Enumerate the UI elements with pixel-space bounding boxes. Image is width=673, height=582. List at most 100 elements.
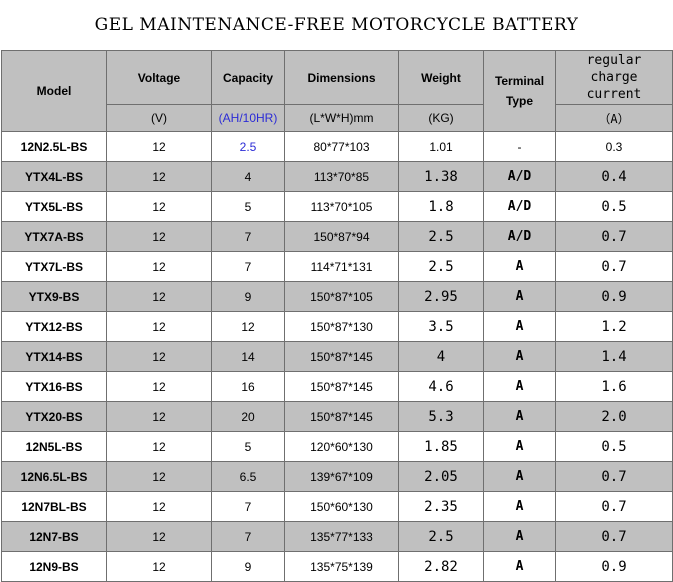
cell-voltage: 12 [106, 221, 212, 252]
unit-charge: （A） [555, 104, 673, 132]
header-charge-line3: current [586, 87, 642, 102]
cell-capacity: 12 [211, 311, 285, 342]
cell-capacity: 20 [211, 401, 285, 432]
cell-model: 12N9-BS [1, 551, 107, 582]
cell-terminal: - [483, 131, 556, 162]
cell-terminal: A/D [483, 191, 556, 222]
cell-charge: 0.7 [555, 461, 673, 492]
cell-charge: 2.0 [555, 401, 673, 432]
cell-capacity: 7 [211, 521, 285, 552]
unit-weight: (KG) [398, 104, 484, 132]
cell-model: YTX4L-BS [1, 161, 107, 192]
cell-terminal: A/D [483, 161, 556, 192]
table-row: YTX20-BS 12 20 150*87*145 5.3 A 2.0 [1, 401, 673, 432]
cell-voltage: 12 [106, 521, 212, 552]
cell-weight: 2.05 [398, 461, 484, 492]
cell-terminal: A [483, 461, 556, 492]
cell-charge: 0.9 [555, 551, 673, 582]
cell-weight: 2.95 [398, 281, 484, 312]
cell-terminal: A [483, 341, 556, 372]
cell-voltage: 12 [106, 161, 212, 192]
cell-dimensions: 120*60*130 [284, 431, 399, 462]
cell-model: YTX20-BS [1, 401, 107, 432]
cell-weight: 4 [398, 341, 484, 372]
cell-voltage: 12 [106, 311, 212, 342]
cell-model: 12N2.5L-BS [1, 131, 107, 162]
cell-dimensions: 113*70*85 [284, 161, 399, 192]
cell-terminal: A/D [483, 221, 556, 252]
cell-voltage: 12 [106, 371, 212, 402]
unit-capacity: (AH/10HR) [211, 104, 285, 132]
cell-capacity: 9 [211, 281, 285, 312]
header-capacity: Capacity [211, 50, 285, 105]
table-row: 12N7BL-BS 12 7 150*60*130 2.35 A 0.7 [1, 491, 673, 522]
cell-weight: 1.38 [398, 161, 484, 192]
cell-weight: 2.82 [398, 551, 484, 582]
header-voltage: Voltage [106, 50, 212, 105]
table-row: 12N9-BS 12 9 135*75*139 2.82 A 0.9 [1, 551, 673, 582]
header-terminal-type: Terminal Type [483, 50, 556, 132]
cell-charge: 1.2 [555, 311, 673, 342]
cell-capacity: 9 [211, 551, 285, 582]
cell-voltage: 12 [106, 131, 212, 162]
table-row: YTX7L-BS 12 7 114*71*131 2.5 A 0.7 [1, 251, 673, 282]
cell-dimensions: 150*87*145 [284, 401, 399, 432]
cell-model: YTX7L-BS [1, 251, 107, 282]
cell-terminal: A [483, 281, 556, 312]
cell-charge: 0.9 [555, 281, 673, 312]
header-terminal-line1: Terminal [494, 74, 545, 88]
header-terminal-line2: Type [505, 94, 534, 108]
cell-voltage: 12 [106, 191, 212, 222]
table-row: YTX5L-BS 12 5 113*70*105 1.8 A/D 0.5 [1, 191, 673, 222]
cell-terminal: A [483, 401, 556, 432]
cell-weight: 1.01 [398, 131, 484, 162]
table-row: 12N6.5L-BS 12 6.5 139*67*109 2.05 A 0.7 [1, 461, 673, 492]
unit-dimensions: (L*W*H)mm [284, 104, 399, 132]
table-row: YTX9-BS 12 9 150*87*105 2.95 A 0.9 [1, 281, 673, 312]
cell-terminal: A [483, 551, 556, 582]
cell-voltage: 12 [106, 491, 212, 522]
cell-voltage: 12 [106, 431, 212, 462]
table-row: YTX14-BS 12 14 150*87*145 4 A 1.4 [1, 341, 673, 372]
table-row: 12N2.5L-BS 12 2.5 80*77*103 1.01 - 0.3 [1, 131, 673, 162]
cell-weight: 2.5 [398, 251, 484, 282]
cell-terminal: A [483, 491, 556, 522]
cell-weight: 2.35 [398, 491, 484, 522]
header-charge-line1: regular [586, 53, 642, 68]
cell-capacity: 5 [211, 431, 285, 462]
cell-dimensions: 150*87*145 [284, 371, 399, 402]
cell-dimensions: 150*87*130 [284, 311, 399, 342]
table-row: YTX7A-BS 12 7 150*87*94 2.5 A/D 0.7 [1, 221, 673, 252]
cell-dimensions: 139*67*109 [284, 461, 399, 492]
cell-charge: 0.7 [555, 251, 673, 282]
cell-dimensions: 114*71*131 [284, 251, 399, 282]
cell-model: YTX7A-BS [1, 221, 107, 252]
cell-voltage: 12 [106, 281, 212, 312]
cell-charge: 0.4 [555, 161, 673, 192]
cell-capacity: 6.5 [211, 461, 285, 492]
cell-model: 12N6.5L-BS [1, 461, 107, 492]
cell-charge: 0.5 [555, 191, 673, 222]
cell-capacity: 2.5 [211, 131, 285, 162]
header-weight: Weight [398, 50, 484, 105]
cell-dimensions: 135*77*133 [284, 521, 399, 552]
cell-weight: 3.5 [398, 311, 484, 342]
cell-model: YTX16-BS [1, 371, 107, 402]
cell-weight: 1.85 [398, 431, 484, 462]
header-model: Model [1, 50, 107, 132]
cell-voltage: 12 [106, 341, 212, 372]
cell-terminal: A [483, 251, 556, 282]
cell-dimensions: 150*87*105 [284, 281, 399, 312]
page-title: GEL MAINTENANCE-FREE MOTORCYCLE BATTERY [94, 15, 579, 35]
header-charge-current: regular charge current [555, 50, 673, 105]
cell-terminal: A [483, 521, 556, 552]
unit-row: (V) (AH/10HR) (L*W*H)mm (KG) （A） [2, 104, 673, 132]
header-row: Model Voltage Capacity Dimensions Weight… [1, 50, 673, 132]
cell-weight: 2.5 [398, 521, 484, 552]
cell-dimensions: 113*70*105 [284, 191, 399, 222]
cell-charge: 0.5 [555, 431, 673, 462]
cell-dimensions: 150*60*130 [284, 491, 399, 522]
cell-weight: 5.3 [398, 401, 484, 432]
cell-charge: 1.6 [555, 371, 673, 402]
cell-voltage: 12 [106, 251, 212, 282]
